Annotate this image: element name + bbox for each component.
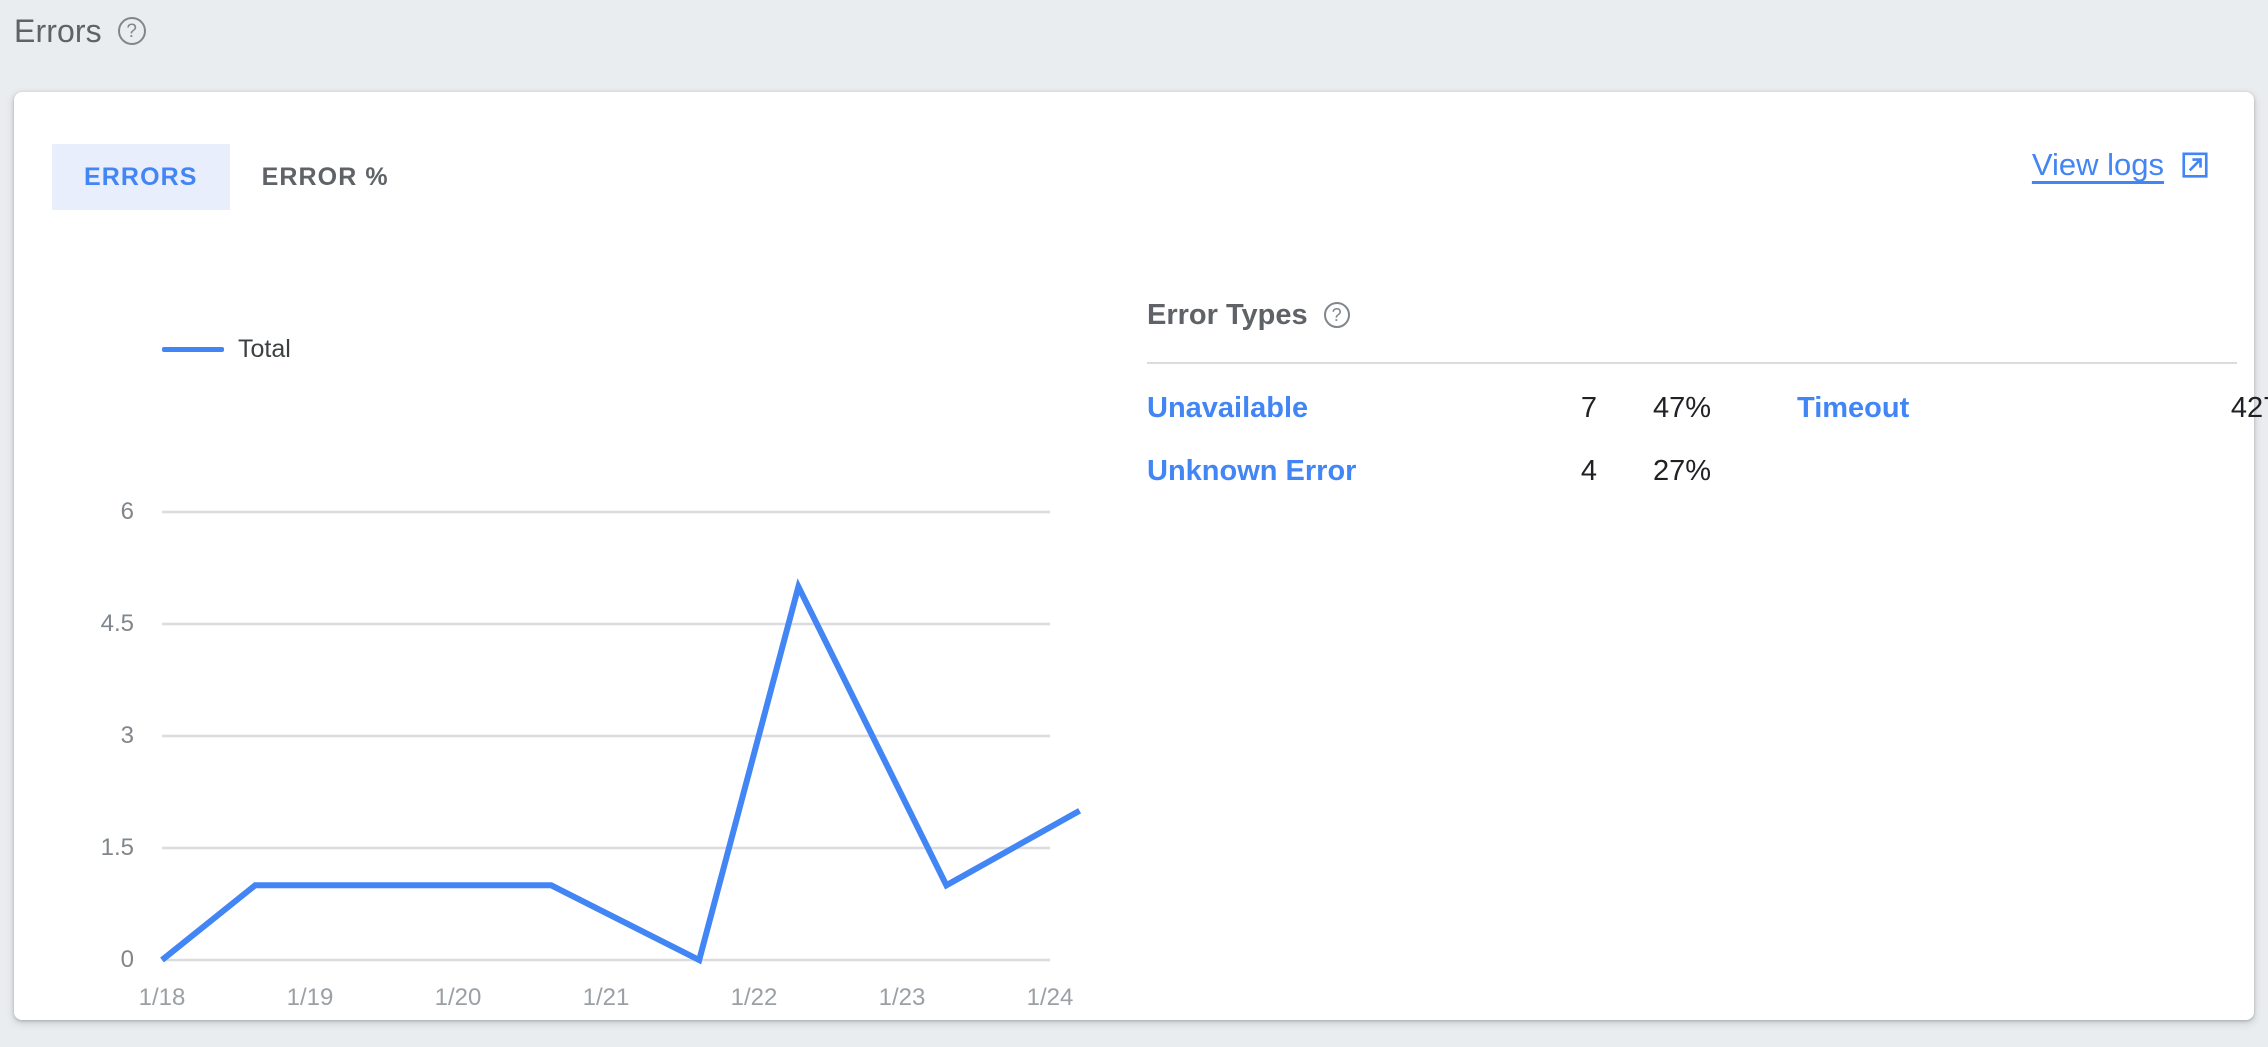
errors-card: ERRORS ERROR % View logs Total 0 1.5 3 4.5 6… — [14, 92, 2268, 1020]
x-axis-tick: 1/24 — [1026, 984, 1074, 1011]
legend-label-total: Total — [238, 335, 291, 363]
y-axis-tick: 1.5 — [100, 834, 134, 861]
x-axis-tick: 1/20 — [434, 984, 482, 1011]
error-type-percent: 47% — [1652, 392, 1711, 424]
error-types-table: Unavailable 7 47% Timeout 4 27% Unknown … — [1147, 392, 2268, 488]
x-axis-tick: 1/22 — [730, 984, 778, 1011]
divider — [1147, 362, 2237, 364]
tab-bar: ERRORS ERROR % — [52, 144, 421, 210]
errors-line-chart: Total 0 1.5 3 4.5 6 1/18 1/19 1/20 1/21 1/22 1/23… — [14, 292, 1094, 1012]
error-type-percent: 27% — [2247, 392, 2268, 424]
y-axis-tick: 6 — [120, 498, 134, 525]
error-types-panel: Error Types ? Unavailable 7 47% Timeout … — [1147, 292, 2268, 488]
chart-x-axis: 1/18 1/19 1/20 1/21 1/22 1/23 1/24 — [139, 292, 1074, 1012]
chart-series-total — [160, 578, 1082, 965]
page-title: Errors — [14, 12, 102, 49]
error-type-count: 4 — [1580, 455, 1597, 487]
error-type-count: 7 — [1580, 392, 1597, 424]
page-header: Errors ? — [14, 8, 146, 54]
x-axis-tick: 1/23 — [878, 984, 926, 1011]
view-logs-label: View logs — [2031, 147, 2164, 182]
view-logs-link[interactable]: View logs — [2032, 147, 2210, 183]
y-axis-tick: 3 — [120, 722, 134, 749]
tab-errors[interactable]: ERRORS — [52, 144, 230, 210]
chart-legend: Total — [162, 335, 291, 364]
help-circle-icon[interactable]: ? — [1323, 302, 1350, 328]
error-type-name[interactable]: Unavailable — [1147, 392, 1309, 424]
chart-y-axis: 0 1.5 3 4.5 6 — [44, 292, 134, 1012]
error-type-name[interactable]: Timeout — [1797, 392, 1910, 424]
error-type-count: 4 — [2230, 392, 2247, 424]
chart-gridlines — [162, 510, 1050, 962]
external-link-icon — [2180, 150, 2210, 180]
x-axis-tick: 1/19 — [286, 984, 334, 1011]
y-axis-tick: 0 — [120, 946, 134, 973]
x-axis-tick: 1/18 — [138, 984, 186, 1011]
error-type-percent: 27% — [1652, 455, 1711, 487]
error-type-name[interactable]: Unknown Error — [1147, 455, 1357, 487]
help-circle-icon[interactable]: ? — [117, 17, 146, 45]
error-types-title: Error Types — [1147, 298, 1308, 331]
x-axis-tick: 1/21 — [582, 984, 630, 1011]
error-types-header: Error Types ? — [1147, 292, 2237, 338]
legend-swatch-total — [162, 347, 224, 352]
chart-plot-area — [160, 510, 1082, 965]
y-axis-tick: 4.5 — [100, 610, 134, 637]
tab-error-percent[interactable]: ERROR % — [230, 144, 421, 210]
